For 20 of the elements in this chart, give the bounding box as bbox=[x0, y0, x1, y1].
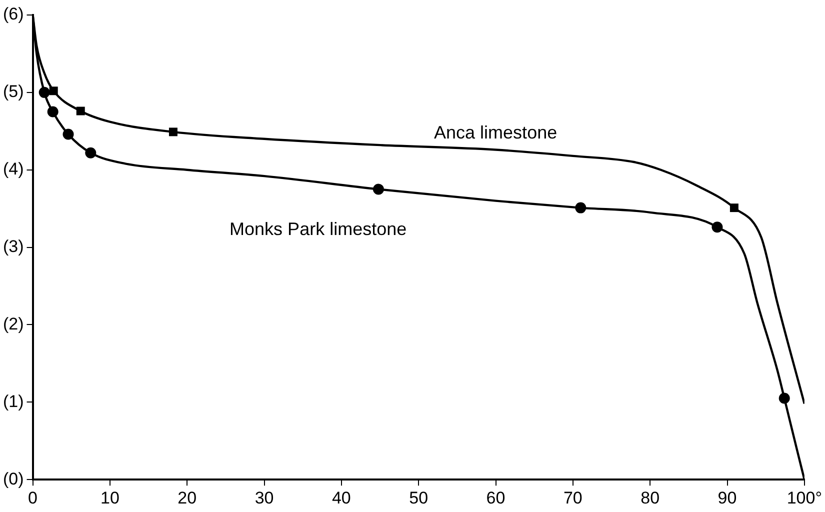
x-tick-label: 30 bbox=[254, 488, 274, 508]
x-tick-label: 80 bbox=[640, 488, 660, 508]
x-tick-label: 70 bbox=[563, 488, 582, 508]
y-tick-label: (5) bbox=[2, 82, 24, 102]
x-tick-label: 0 bbox=[28, 488, 38, 508]
y-tick-label: (6) bbox=[2, 4, 24, 24]
y-tick-label: (2) bbox=[2, 314, 24, 334]
x-tick-label: 90 bbox=[718, 488, 737, 508]
series-label: Monks Park limestone bbox=[230, 219, 407, 240]
x-tick-label: 40 bbox=[332, 488, 351, 508]
x-tick-label: 50 bbox=[409, 488, 428, 508]
y-tick-label: (3) bbox=[2, 236, 24, 256]
series-label: Anca limestone bbox=[434, 122, 558, 142]
y-tick-label: (1) bbox=[2, 392, 24, 411]
x-tick-label: 20 bbox=[178, 488, 197, 508]
y-tick-label: (0) bbox=[2, 469, 24, 488]
y-tick-label: (4) bbox=[2, 160, 24, 179]
x-tick-label: 100° bbox=[786, 488, 822, 508]
x-tick-label: 60 bbox=[486, 488, 506, 508]
x-tick-label: 10 bbox=[100, 488, 120, 508]
